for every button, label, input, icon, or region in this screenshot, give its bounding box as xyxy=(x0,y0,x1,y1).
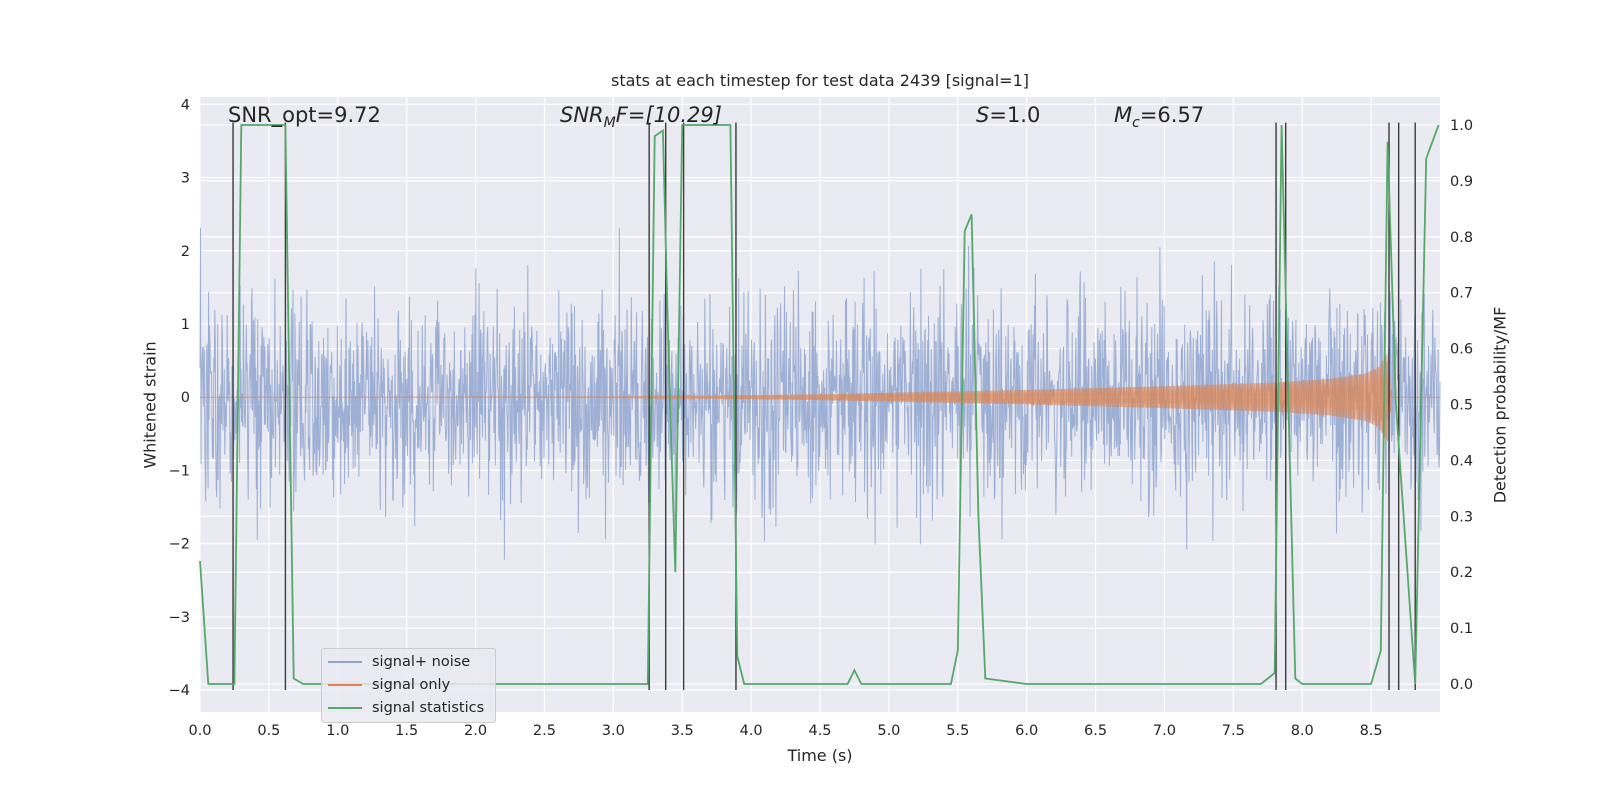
legend-label-statistics: signal statistics xyxy=(372,700,485,716)
s-symbol: S xyxy=(976,103,990,127)
legend-item-statistics: signal statistics xyxy=(328,697,484,719)
y-tick-label-left: 4 xyxy=(181,97,190,113)
x-tick-label: 4.5 xyxy=(808,723,831,739)
x-tick-label: 0.0 xyxy=(188,723,211,739)
y-tick-label-left: 1 xyxy=(181,317,190,333)
x-tick-label: 4.0 xyxy=(740,723,763,739)
mc-value: =6.57 xyxy=(1139,103,1205,127)
y-tick-label-left: −4 xyxy=(169,683,190,699)
y-tick-label-left: −1 xyxy=(169,463,190,479)
mc-sub: c xyxy=(1132,115,1140,132)
legend-label-signal: signal only xyxy=(372,677,451,693)
y-tick-label-left: 0 xyxy=(181,390,190,406)
y-axis-label-left: Whitened strain xyxy=(140,341,160,469)
y-tick-label-right: 0.4 xyxy=(1450,453,1473,469)
x-tick-label: 3.0 xyxy=(602,723,625,739)
y-tick-label-right: 0.0 xyxy=(1450,677,1473,693)
y-tick-label-right: 0.7 xyxy=(1450,286,1473,302)
snr-mf-sub: M xyxy=(603,115,616,132)
y-tick-label-right: 0.2 xyxy=(1450,565,1473,581)
noise-series xyxy=(199,227,1441,560)
legend-swatch-noise xyxy=(328,661,362,663)
x-tick-label: 3.5 xyxy=(671,723,694,739)
snr-mf-tail: F=[10.29] xyxy=(615,103,722,127)
snr-opt-annotation: SNR_opt=9.72 xyxy=(228,103,381,127)
y-tick-label-left: 3 xyxy=(181,171,190,187)
y-tick-label-right: 0.8 xyxy=(1450,230,1473,246)
x-tick-label: 2.0 xyxy=(464,723,487,739)
legend: signal+ noise signal only signal statist… xyxy=(321,648,496,723)
mc-symbol: M xyxy=(1114,103,1133,127)
y-axis-label-right: Detection probability/MF xyxy=(1490,306,1510,504)
x-tick-label: 2.5 xyxy=(533,723,556,739)
x-tick-label: 8.5 xyxy=(1360,723,1383,739)
y-tick-label-left: −3 xyxy=(169,610,190,626)
x-tick-label: 5.0 xyxy=(877,723,900,739)
s-annotation: S=1.0 xyxy=(976,103,1040,127)
noise-line xyxy=(199,227,1441,560)
x-tick-label: 7.0 xyxy=(1153,723,1176,739)
x-tick-label: 6.5 xyxy=(1084,723,1107,739)
y-tick-label-right: 0.3 xyxy=(1450,509,1473,525)
y-tick-label-left: 2 xyxy=(181,244,190,260)
chart-title: stats at each timestep for test data 243… xyxy=(610,71,1029,90)
statistics-series xyxy=(199,124,1440,685)
s-value: =1.0 xyxy=(989,103,1041,127)
tick-labels: 0.0 0.5 1.0 1.5 2.0 2.5 3.0 3.5 4.0 4.5 5.0 5.5 6.0 6… xyxy=(169,97,1473,739)
y-tick-label-left: −2 xyxy=(169,537,190,553)
x-tick-label: 5.5 xyxy=(946,723,969,739)
signal-only-series xyxy=(200,354,1440,442)
legend-label-noise: signal+ noise xyxy=(372,654,471,670)
statistics-line xyxy=(199,124,1440,685)
y-tick-label-right: 0.1 xyxy=(1450,621,1473,637)
x-tick-label: 8.0 xyxy=(1291,723,1314,739)
grid-layer xyxy=(199,97,1440,712)
y-tick-label-right: 0.6 xyxy=(1450,342,1473,358)
y-tick-label-right: 1.0 xyxy=(1450,118,1473,134)
x-axis-label: Time (s) xyxy=(787,746,853,765)
snr-mf-annotation: SNRMF=[10.29] xyxy=(560,103,722,131)
legend-swatch-statistics xyxy=(328,707,362,709)
legend-item-signal: signal only xyxy=(328,674,450,696)
x-tick-label: 1.5 xyxy=(395,723,418,739)
x-tick-label: 1.0 xyxy=(326,723,349,739)
legend-item-noise: signal+ noise xyxy=(328,651,470,673)
x-tick-label: 7.5 xyxy=(1222,723,1245,739)
x-tick-label: 6.0 xyxy=(1015,723,1038,739)
signal-line xyxy=(200,354,1440,442)
y-tick-label-right: 0.9 xyxy=(1450,174,1473,190)
y-tick-label-right: 0.5 xyxy=(1450,398,1473,414)
mc-annotation: Mc=6.57 xyxy=(1114,103,1204,131)
legend-swatch-signal xyxy=(328,684,362,686)
snr-mf-symbol: SNR xyxy=(560,103,604,127)
x-tick-label: 0.5 xyxy=(257,723,280,739)
